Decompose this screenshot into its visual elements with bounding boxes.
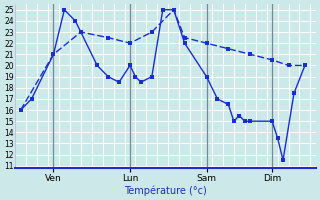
X-axis label: Température (°c): Température (°c): [124, 185, 207, 196]
